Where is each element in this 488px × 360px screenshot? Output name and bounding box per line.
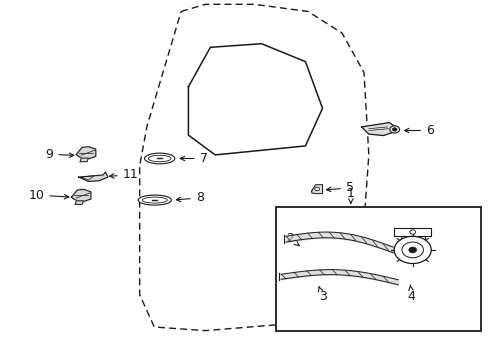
Polygon shape: [76, 147, 96, 159]
Polygon shape: [361, 123, 395, 135]
Text: 3: 3: [318, 287, 326, 303]
Circle shape: [409, 230, 415, 234]
Ellipse shape: [138, 195, 171, 205]
Circle shape: [401, 242, 423, 258]
Text: 5: 5: [326, 181, 353, 194]
Polygon shape: [311, 185, 322, 194]
Bar: [276, 207, 480, 330]
Circle shape: [393, 236, 430, 264]
Polygon shape: [80, 158, 88, 162]
Text: 9: 9: [45, 148, 74, 161]
Polygon shape: [79, 172, 108, 181]
Polygon shape: [400, 235, 424, 259]
Text: 6: 6: [404, 124, 433, 137]
Text: 8: 8: [176, 192, 203, 204]
Text: 4: 4: [407, 285, 415, 303]
Polygon shape: [71, 189, 91, 202]
Text: 2: 2: [285, 231, 299, 246]
Circle shape: [408, 247, 416, 253]
Text: 11: 11: [109, 168, 138, 181]
Polygon shape: [393, 228, 430, 235]
Circle shape: [392, 128, 396, 131]
Polygon shape: [75, 201, 83, 204]
Circle shape: [314, 187, 319, 191]
Text: 10: 10: [29, 189, 69, 202]
Text: 1: 1: [346, 187, 354, 200]
Circle shape: [389, 126, 399, 133]
Text: 7: 7: [180, 152, 207, 165]
Ellipse shape: [144, 153, 174, 164]
